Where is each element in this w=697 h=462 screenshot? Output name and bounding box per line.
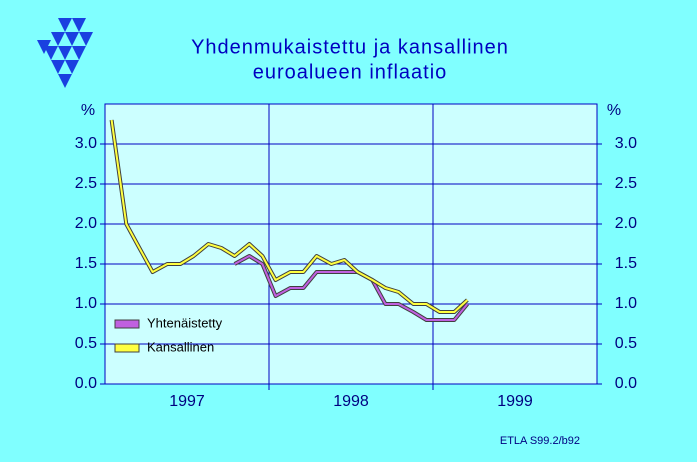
series-line xyxy=(110,119,469,313)
y2-tick-label: 3.0 xyxy=(615,135,637,152)
source-note: ETLA S99.2/b92 xyxy=(500,435,580,447)
series-line xyxy=(234,255,469,321)
chart-title: Yhdenmukaistettu ja kansallinen xyxy=(191,36,509,58)
legend-swatch xyxy=(114,343,140,353)
chart-title: euroalueen inflaatio xyxy=(253,61,448,83)
x-tick-label: 1999 xyxy=(497,393,533,410)
legend-label: Kansallinen xyxy=(147,339,214,354)
y-tick-label: 1.0 xyxy=(75,295,97,312)
y-tick-label: 1.5 xyxy=(75,255,97,272)
y-tick-label: 2.5 xyxy=(75,175,97,192)
y2-tick-label: 0.5 xyxy=(615,335,637,352)
logo xyxy=(37,18,93,88)
y2-tick-label: 2.0 xyxy=(615,215,637,232)
y2-tick-label: 2.5 xyxy=(615,175,637,192)
legend-swatch xyxy=(114,319,140,329)
y-tick-label: 2.0 xyxy=(75,215,97,232)
x-tick-label: 1997 xyxy=(169,393,205,410)
y2-tick-label: 1.5 xyxy=(615,255,637,272)
legend-label: Yhtenäistetty xyxy=(147,315,223,330)
y-tick-label: 3.0 xyxy=(75,135,97,152)
y-axis-label: % xyxy=(81,102,95,119)
y2-tick-label: 1.0 xyxy=(615,295,637,312)
x-tick-label: 1998 xyxy=(333,393,369,410)
y-tick-label: 0.5 xyxy=(75,335,97,352)
y-tick-label: 0.0 xyxy=(75,375,97,392)
y2-tick-label: 0.0 xyxy=(615,375,637,392)
y2-axis-label: % xyxy=(607,102,621,119)
plot-area xyxy=(104,103,598,385)
